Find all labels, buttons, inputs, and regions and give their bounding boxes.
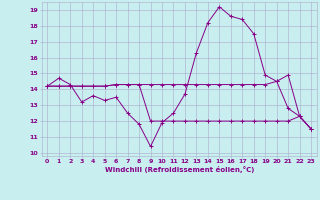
X-axis label: Windchill (Refroidissement éolien,°C): Windchill (Refroidissement éolien,°C): [105, 166, 254, 173]
